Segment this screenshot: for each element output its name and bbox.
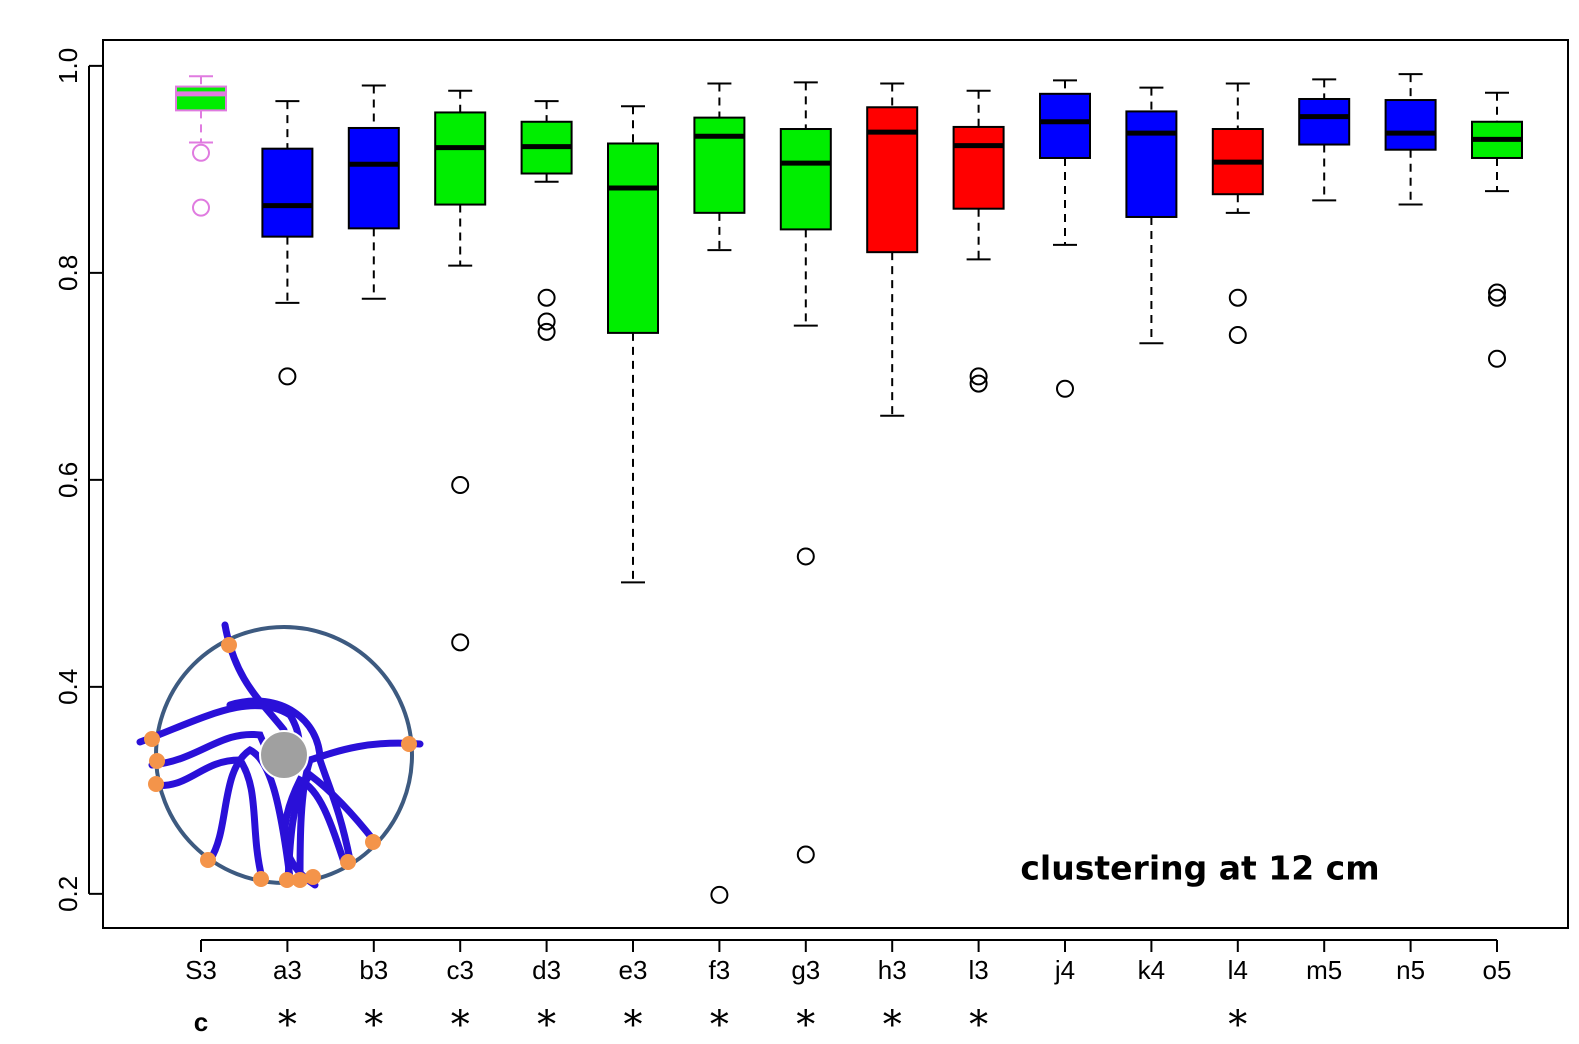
x-tick-label: k4	[1138, 955, 1165, 985]
x-tick-label: d3	[532, 955, 561, 985]
box	[1125, 110, 1178, 218]
x-tick-label: l4	[1228, 955, 1248, 985]
outlier	[537, 312, 556, 331]
x-tick-label: l3	[968, 955, 988, 985]
x-tick-label: n5	[1396, 955, 1425, 985]
x-tick-label: c3	[446, 955, 473, 985]
significance-label: *	[364, 1003, 383, 1044]
box	[866, 106, 919, 254]
outlier	[451, 633, 470, 652]
x-tick-label: m5	[1306, 955, 1342, 985]
outlier	[192, 143, 210, 162]
y-tick-label: 0.8	[53, 255, 83, 291]
x-tick-label: b3	[359, 955, 388, 985]
outlier	[796, 547, 815, 566]
y-tick-label: 0.2	[53, 876, 83, 912]
y-tick-label: 1.0	[53, 48, 83, 84]
significance-label: *	[969, 1003, 988, 1044]
outlier	[710, 885, 729, 904]
outlier	[1488, 349, 1506, 368]
x-tick-label: e3	[619, 955, 648, 985]
significance-label: c	[194, 1007, 208, 1037]
significance-label: *	[278, 1003, 297, 1044]
y-tick-label: 0.4	[53, 669, 83, 705]
outlier	[1228, 288, 1247, 307]
outlier	[537, 288, 556, 307]
box	[952, 125, 1005, 210]
box	[1039, 92, 1091, 159]
x-tick-label: f3	[709, 955, 731, 985]
x-tick-label: j4	[1054, 955, 1075, 985]
box	[261, 147, 314, 238]
box	[779, 128, 832, 231]
outlier	[1228, 325, 1247, 344]
outlier	[537, 322, 556, 341]
outlier	[451, 476, 470, 495]
significance-label: *	[537, 1003, 556, 1044]
box	[1298, 97, 1351, 146]
box	[1384, 99, 1437, 151]
outlier	[1488, 288, 1506, 307]
significance-label: *	[883, 1003, 902, 1044]
box	[607, 142, 659, 334]
outlier	[969, 367, 988, 386]
outlier	[1488, 283, 1506, 302]
significance-label: *	[1228, 1003, 1247, 1044]
x-tick-label: S3	[185, 955, 217, 985]
outlier	[192, 198, 210, 217]
box	[175, 85, 227, 112]
y-tick-label: 0.6	[53, 462, 83, 498]
outlier	[1056, 379, 1074, 398]
x-tick-label: a3	[273, 955, 302, 985]
plot-frame	[102, 39, 1569, 929]
outlier	[796, 845, 815, 864]
significance-label: *	[710, 1003, 729, 1044]
x-tick-label: o5	[1483, 955, 1512, 985]
outlier	[278, 367, 297, 386]
significance-label: *	[451, 1003, 470, 1044]
significance-label: *	[624, 1003, 643, 1044]
inset-drawing	[136, 621, 424, 889]
x-tick-label: g3	[791, 955, 820, 985]
x-tick-label: h3	[878, 955, 907, 985]
box	[693, 116, 746, 214]
outlier	[969, 374, 988, 393]
box	[434, 111, 487, 206]
significance-label: *	[796, 1003, 815, 1044]
annotation: clustering at 12 cm	[1020, 849, 1379, 888]
box	[347, 126, 400, 230]
